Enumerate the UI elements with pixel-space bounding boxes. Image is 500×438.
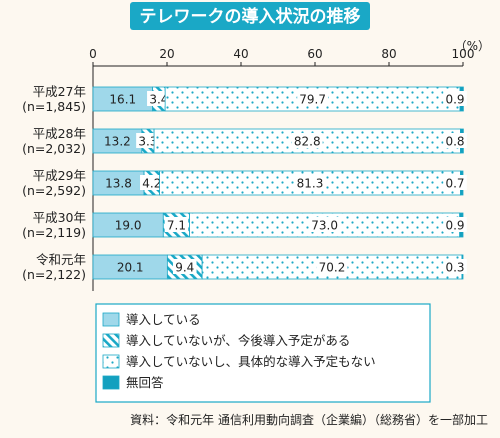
category-label-n: (n=2,119)	[22, 225, 86, 240]
x-tick-label: 100	[452, 47, 475, 61]
value-label: 0.9	[445, 93, 464, 107]
category-label-n: (n=2,032)	[22, 141, 86, 156]
value-label: 0.3	[445, 261, 464, 275]
value-label-bg	[309, 217, 341, 232]
value-label-bg	[443, 259, 467, 274]
value-label: 3.4	[149, 93, 168, 107]
bars-group: 16.1 3.4 79.7 0.9 13.2 3.3 82.8 0.8 13.8 4.2 81.3 0…	[92, 86, 467, 280]
value-label-bg	[294, 175, 326, 190]
chart-title: テレワークの導入状況の推移	[140, 6, 361, 27]
legend-label: 導入していないが、今後導入予定がある	[126, 333, 350, 348]
category-label-year: 令和元年	[36, 252, 86, 267]
legend-swatch	[102, 375, 120, 390]
category-labels: 平成27年(n=1,845) 平成28年(n=2,032) 平成29年(n=2,59…	[22, 84, 86, 282]
value-label: 3.3	[138, 135, 157, 149]
unit-label: （%）	[455, 39, 490, 53]
value-label-bg	[172, 259, 197, 274]
value-label: 81.3	[297, 177, 324, 191]
x-tick-label: 0	[89, 47, 97, 61]
value-label: 16.1	[109, 93, 136, 107]
value-label: 20.1	[117, 261, 144, 275]
value-label: 0.7	[445, 177, 464, 191]
value-label-bg	[443, 175, 467, 190]
x-axis: 0 20 40 60 80 100	[89, 47, 474, 291]
source-note: 資料：令和元年 通信利用動向調査（企業編）（総務省）を一部加工	[130, 412, 488, 427]
value-label: 0.8	[445, 135, 464, 149]
value-label-bg	[443, 217, 467, 232]
value-label-bg	[140, 175, 164, 190]
x-tick-label: 60	[307, 47, 322, 61]
legend-label: 無回答	[126, 375, 164, 390]
legend-swatch	[102, 354, 120, 369]
category-label-n: (n=2,122)	[22, 267, 86, 282]
value-label: 0.9	[445, 219, 464, 233]
value-label-bg	[291, 133, 323, 148]
legend-box	[95, 303, 431, 403]
value-label: 9.4	[175, 261, 194, 275]
value-label: 4.2	[142, 177, 161, 191]
value-label-bg	[316, 259, 348, 274]
category-label-n: (n=2,592)	[22, 183, 86, 198]
bar-segment	[92, 212, 164, 238]
category-label-year: 平成30年	[33, 210, 86, 225]
value-label: 19.0	[115, 219, 142, 233]
category-label-year: 平成27年	[33, 84, 86, 99]
value-label: 82.8	[294, 135, 321, 149]
bar-segment	[92, 86, 153, 112]
value-label: 7.1	[167, 219, 186, 233]
legend-swatch	[102, 333, 120, 348]
legend-swatch	[102, 312, 120, 327]
value-label: 13.8	[105, 177, 132, 191]
value-label-bg	[443, 91, 467, 106]
legend-label: 導入していないし、具体的な導入予定もない	[126, 354, 376, 369]
title-bar	[130, 2, 370, 30]
x-tick-label: 20	[159, 47, 174, 61]
value-label-bg	[297, 91, 328, 106]
value-label: 70.2	[319, 261, 346, 275]
value-label-bg	[443, 133, 467, 148]
bar-segment	[92, 254, 168, 280]
legend-label: 導入している	[126, 312, 201, 327]
value-label: 79.7	[299, 93, 326, 107]
value-label-bg	[164, 217, 189, 232]
value-label: 73.0	[311, 219, 338, 233]
x-tick-label: 80	[381, 47, 396, 61]
category-label-year: 平成28年	[33, 126, 86, 141]
category-label-year: 平成29年	[33, 168, 86, 183]
bar-segment	[92, 170, 145, 196]
value-label: 13.2	[104, 135, 131, 149]
x-tick-label: 40	[233, 47, 248, 61]
category-label-n: (n=1,845)	[22, 99, 86, 114]
legend: 導入している導入していないが、今後導入予定がある導入していないし、具体的な導入予…	[95, 303, 431, 403]
